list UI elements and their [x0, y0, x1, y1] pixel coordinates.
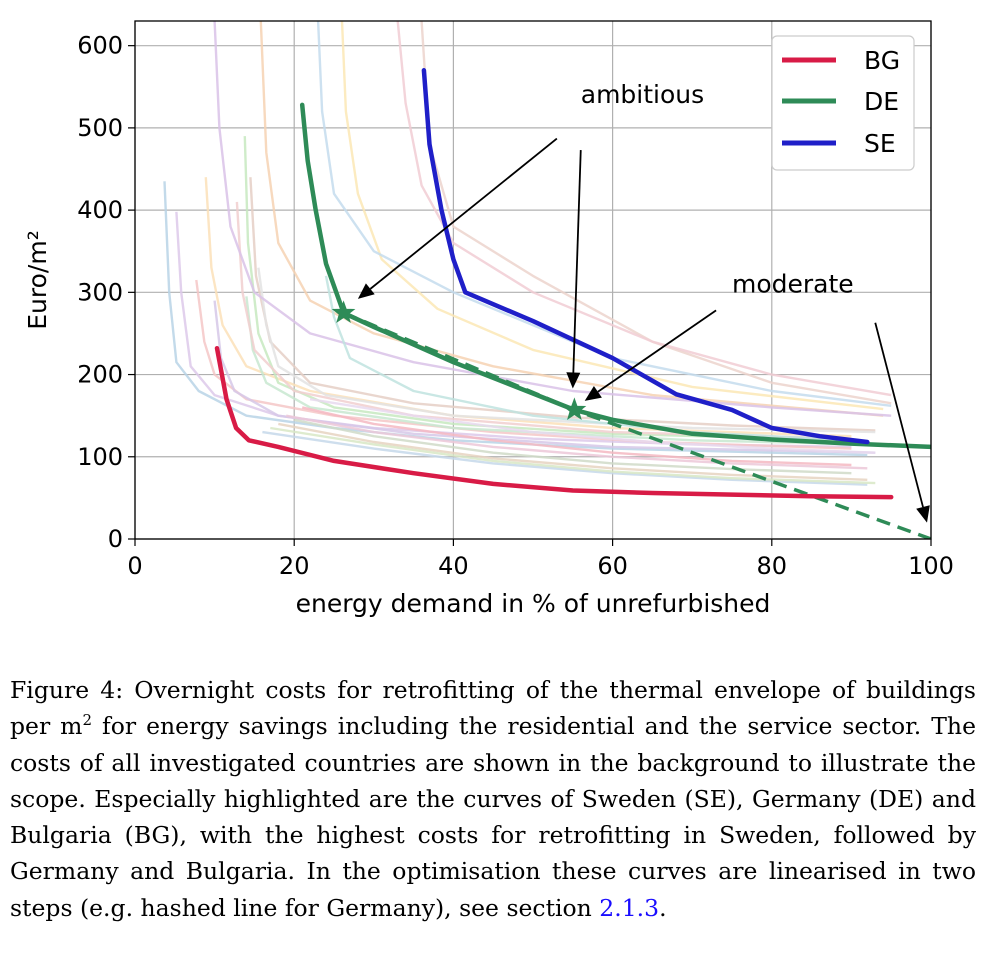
background-series-line [285, 414, 868, 470]
background-series-line [293, 418, 852, 475]
background-series-line [163, 181, 868, 457]
series-line-bg [214, 345, 894, 500]
star-marker [562, 397, 587, 420]
background-series-line [309, 398, 876, 454]
background-series-line [262, 430, 868, 486]
annotation-arrow-line [874, 322, 924, 508]
caption-superscript: 2 [82, 711, 93, 730]
background-series-line [243, 136, 852, 442]
caption-line: service sector. The costs of all investi… [10, 712, 976, 777]
cost-curve-chart: 0 20 40 60 80 100 0 100 200 300 400 500 600 ambitiou… [23, 20, 954, 618]
annotation-arrow-line [572, 150, 582, 373]
series-line-de [299, 102, 931, 450]
y-tick-label: 600 [77, 32, 123, 60]
linearisation-markers [331, 300, 587, 420]
y-tick-label: 200 [77, 361, 123, 389]
annotation-ambitious: ambitious [581, 80, 704, 109]
caption-line: . [659, 893, 667, 922]
x-tick-label: 100 [908, 552, 954, 580]
annotation-arrow-line [369, 137, 558, 290]
caption-line: steps (e.g. hashed line for Germany), se… [10, 893, 600, 922]
y-tick-label: 400 [77, 196, 123, 224]
x-axis-label: energy demand in % of unrefurbished [296, 589, 771, 618]
axis-ticks: 0 20 40 60 80 100 0 100 200 300 400 500 600 [77, 32, 954, 580]
background-series-line [245, 296, 876, 446]
background-series-line [301, 406, 852, 467]
caption-line: the background to illustrate the scope. … [10, 748, 976, 813]
y-tick-label: 100 [77, 443, 123, 471]
x-tick-label: 0 [127, 552, 142, 580]
y-tick-label: 300 [77, 278, 123, 306]
star-marker [331, 300, 356, 324]
annotation-arrow-head [584, 386, 602, 401]
background-series-line [257, 267, 876, 434]
legend-label-bg: BG [864, 46, 900, 75]
y-tick-label: 0 [108, 525, 123, 553]
annotation-arrow-head [916, 505, 930, 523]
series-line-se [421, 68, 870, 445]
background-series-line [340, 21, 884, 411]
y-axis-label: Euro/m² [23, 230, 52, 329]
caption-line: the curves of Sweden (SE), Germany (DE) … [10, 784, 976, 850]
background-series-line [204, 177, 852, 438]
annotation-arrow-line [597, 309, 717, 393]
background-series-line [249, 177, 876, 432]
caption-line: for energy savings including the residen… [92, 712, 738, 741]
annotation-moderate: moderate [732, 269, 854, 298]
legend-label-de: DE [864, 87, 899, 116]
annotation-arrow-head [566, 372, 581, 389]
legend-box [771, 35, 915, 171]
caption-line: and Bulgaria. In the optimisation these … [130, 857, 976, 886]
background-series-line [396, 21, 892, 397]
background-series-line [316, 21, 892, 407]
plot-frame [134, 20, 932, 540]
caption-line: Figure 4: Overnight costs for retrofitti… [10, 676, 855, 704]
x-tick-label: 20 [279, 552, 310, 580]
background-series-line [270, 426, 876, 485]
annotation-arrow-head [357, 283, 375, 299]
x-tick-label: 80 [757, 552, 788, 580]
x-tick-label: 60 [597, 552, 628, 580]
legend: BG DE SE [771, 35, 915, 171]
y-tick-label: 500 [77, 114, 123, 142]
background-series-line [235, 201, 852, 440]
caption-line: the highest costs for retrofitting in Sw… [10, 821, 976, 886]
annotations: ambitious moderate [357, 80, 930, 523]
highlighted-country-curves [214, 68, 931, 500]
caption-line: buildings per m [10, 676, 976, 741]
legend-label-se: SE [864, 129, 896, 158]
figure-caption: Figure 4: Overnight costs for retrofitti… [10, 672, 976, 926]
x-tick-label: 40 [438, 552, 469, 580]
section-reference-link[interactable]: 2.1.3 [599, 893, 660, 922]
